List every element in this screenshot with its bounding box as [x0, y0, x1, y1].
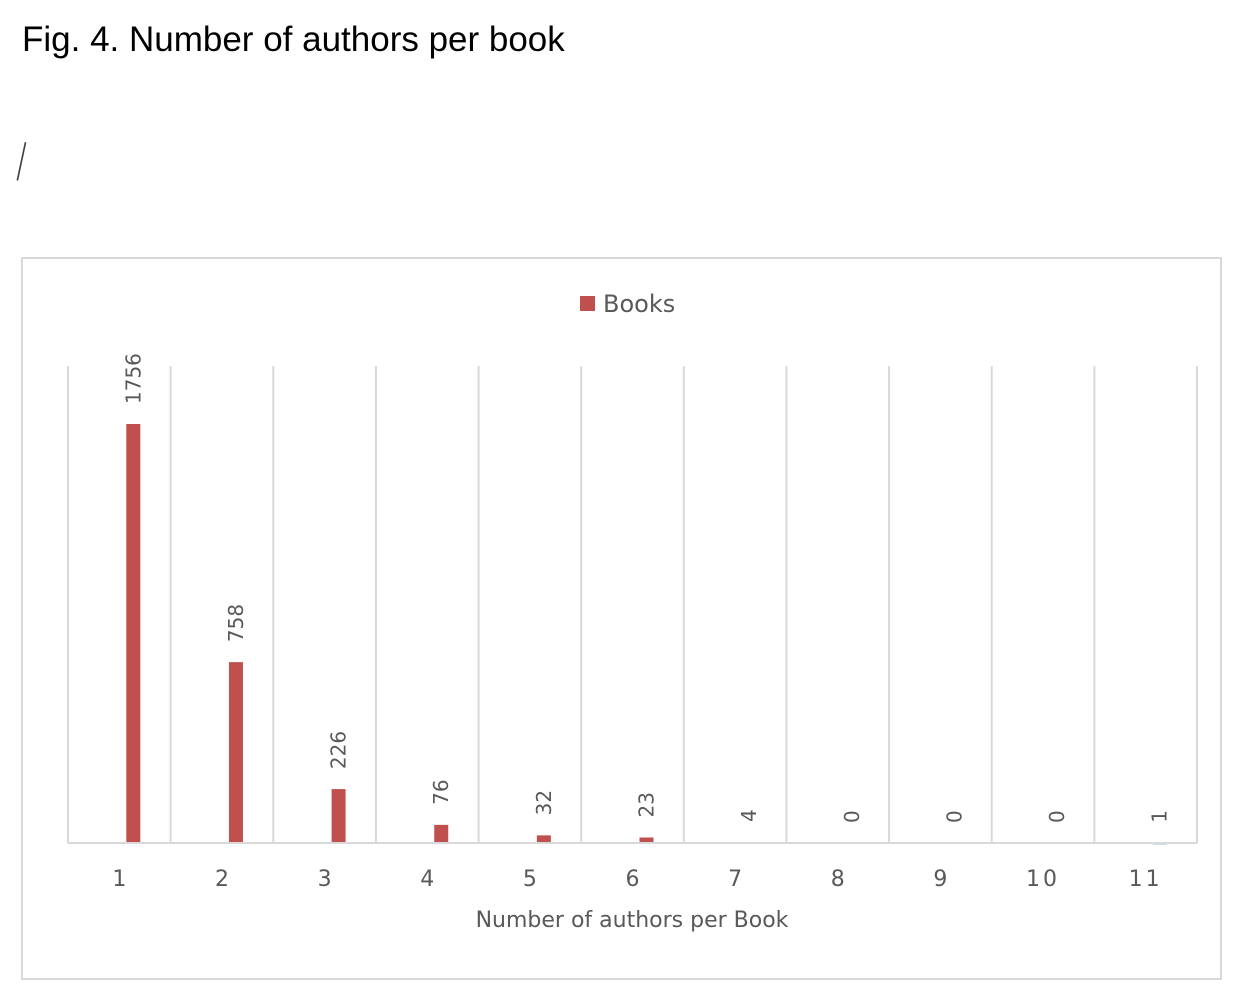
data-label: 226	[327, 731, 351, 769]
bar	[639, 837, 654, 843]
chart-frame	[21, 257, 1222, 980]
data-label: 0	[1045, 810, 1069, 823]
data-label: 76	[429, 779, 453, 804]
data-labels: 1756 758 226 76 32 23 4 0 0 0 1	[121, 353, 1171, 823]
x-axis-title: Number of authors per Book	[476, 908, 789, 933]
bar	[126, 424, 141, 843]
data-label: 1	[1148, 810, 1172, 823]
bar	[434, 824, 449, 843]
legend: Books	[580, 290, 675, 318]
bar	[228, 662, 243, 843]
data-label: 0	[840, 810, 864, 823]
x-tick-label: 8	[831, 867, 845, 892]
slash-mark: /	[16, 133, 27, 187]
data-label: 0	[942, 810, 966, 823]
x-axis: 1 2 3 4 5 6 7 8 9 10 11	[68, 842, 1197, 892]
x-tick-label: 1	[112, 867, 126, 892]
x-tick-label: 11	[1129, 867, 1163, 892]
gridlines	[67, 366, 1198, 843]
x-tick-label: 4	[420, 867, 434, 892]
x-tick-label: 3	[318, 867, 332, 892]
x-tick-label: 10	[1026, 867, 1060, 892]
bar	[331, 789, 346, 843]
legend-swatch	[580, 296, 595, 311]
data-label: 1756	[121, 353, 145, 404]
x-tick-label: 2	[215, 867, 229, 892]
x-tick-label: 7	[728, 867, 742, 892]
data-label: 758	[224, 604, 248, 642]
bar	[536, 835, 551, 843]
legend-label: Books	[603, 290, 675, 318]
data-label: 23	[635, 792, 659, 817]
data-label: 32	[532, 790, 556, 815]
data-label: 4	[737, 809, 761, 822]
bars	[126, 424, 1167, 845]
x-tick-label: 5	[523, 867, 537, 892]
figure-caption: Fig. 4. Number of authors per book	[22, 20, 565, 59]
x-tick-label: 6	[626, 867, 640, 892]
x-tick-label: 9	[933, 867, 947, 892]
